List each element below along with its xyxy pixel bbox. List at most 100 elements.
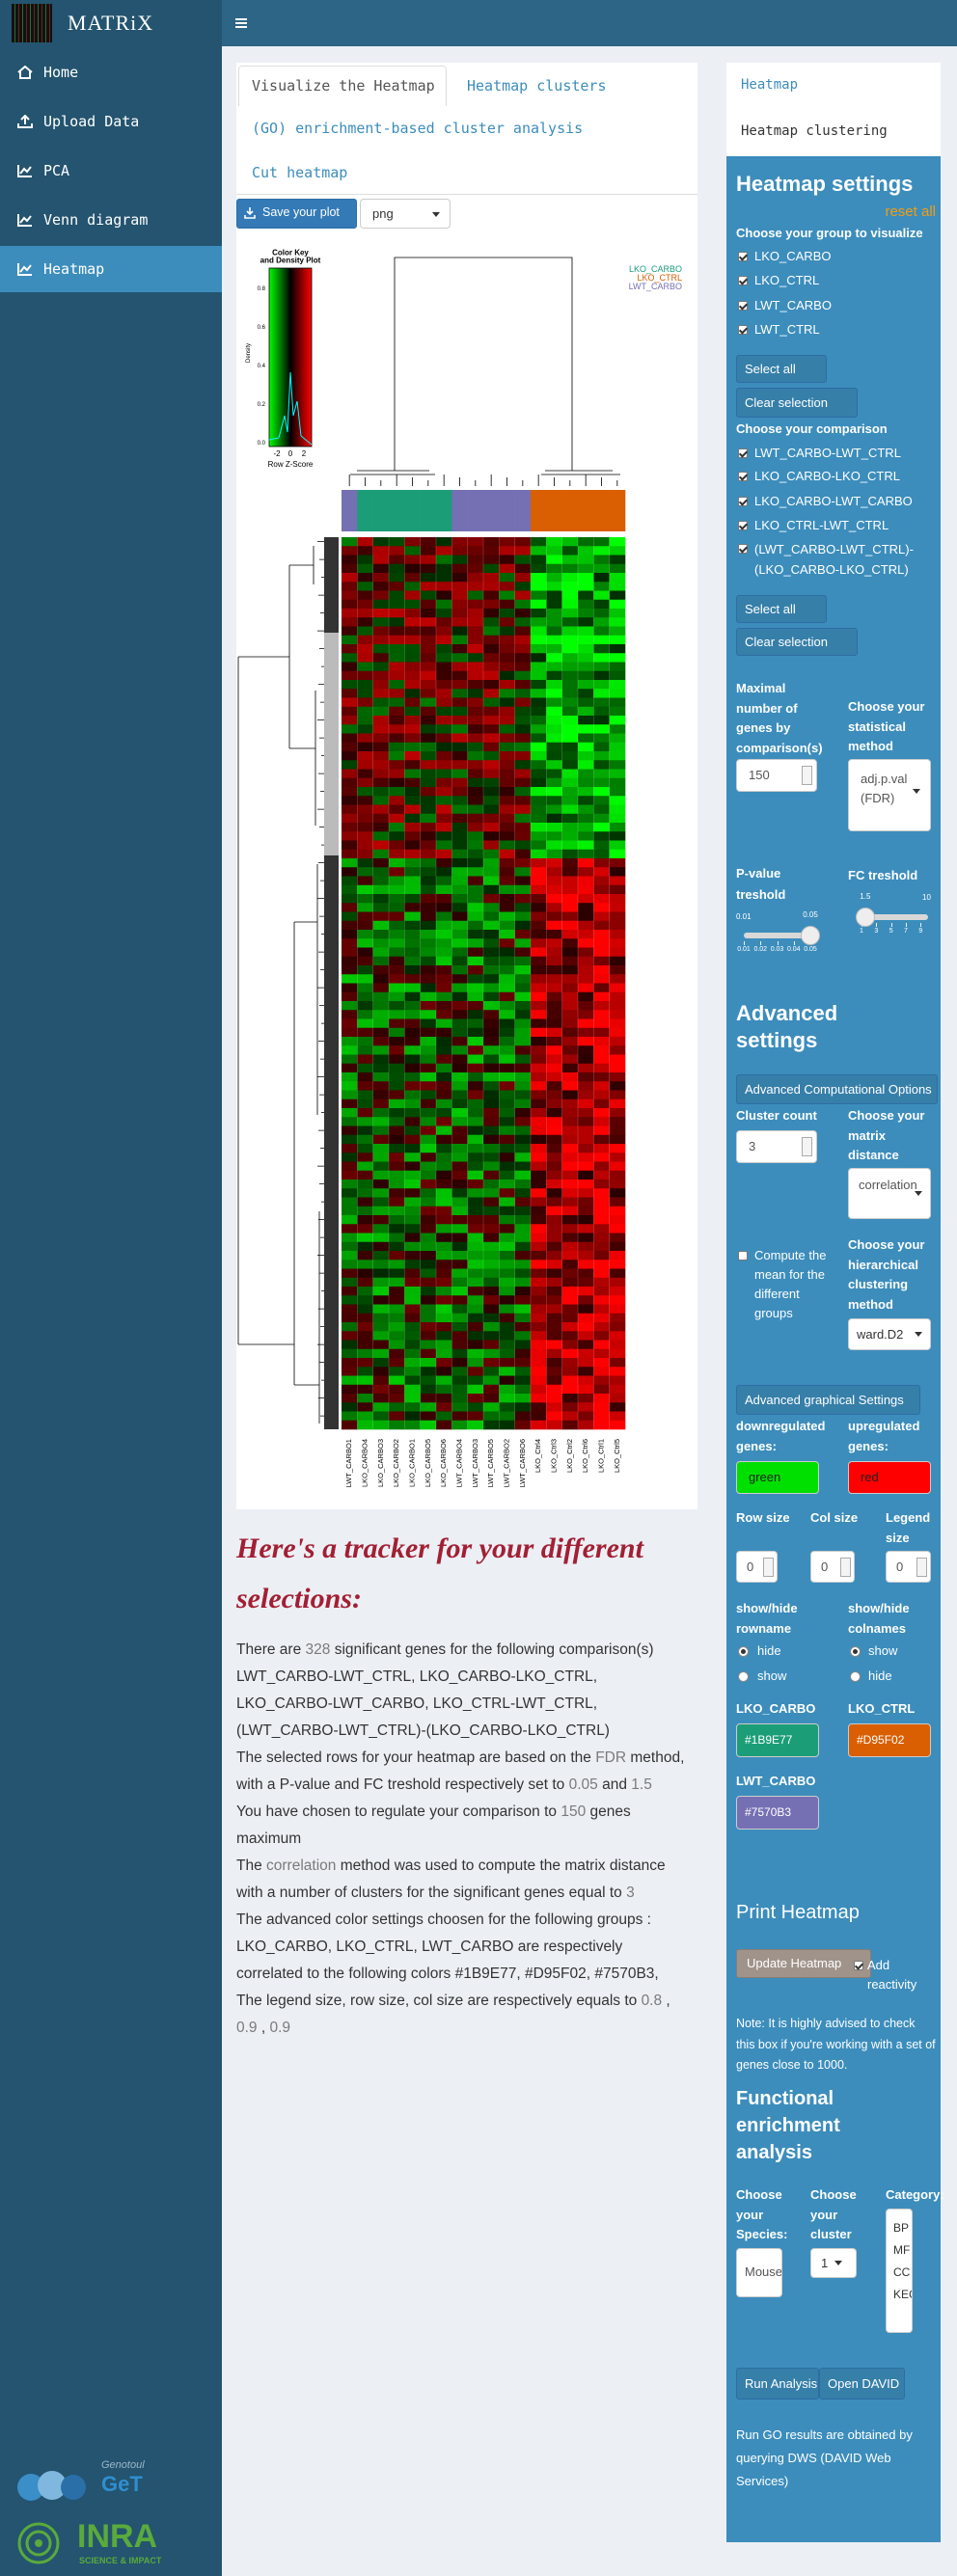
heatmap-cell <box>389 599 405 610</box>
sidebar-toggle[interactable] <box>235 17 247 29</box>
checkbox[interactable] <box>738 544 748 554</box>
color-input[interactable]: #D95F02 <box>848 1723 931 1757</box>
heatmap-cell <box>514 1090 532 1100</box>
clear-selection-button[interactable]: Clear selection <box>736 388 858 418</box>
heatmap-cell <box>578 1197 594 1207</box>
active-tab[interactable] <box>238 66 447 106</box>
radio[interactable] <box>850 1671 861 1682</box>
color-input[interactable]: #1B9E77 <box>736 1723 819 1757</box>
heatmap-cell <box>609 1411 626 1422</box>
heatmap-cell <box>483 1358 500 1368</box>
spinner[interactable] <box>840 1558 851 1577</box>
heatmap-cell <box>389 1277 405 1288</box>
heatmap-cell <box>531 1018 547 1029</box>
radio[interactable] <box>738 1671 749 1682</box>
menu-item[interactable]: Venn diagram <box>43 211 149 229</box>
run-button[interactable]: Run Analysis <box>736 2368 819 2400</box>
list-option[interactable]: MF <box>893 2243 911 2257</box>
checkbox[interactable] <box>738 252 748 261</box>
checkbox[interactable] <box>738 448 748 458</box>
update-button[interactable]: Update Heatmap <box>736 1949 871 1978</box>
heatmap-cell <box>546 1233 562 1243</box>
reset-link[interactable]: reset all <box>885 203 936 220</box>
heatmap-cell <box>467 947 484 958</box>
color-input[interactable]: #7570B3 <box>736 1796 819 1830</box>
spinner[interactable] <box>802 1137 812 1156</box>
checkbox[interactable] <box>738 276 748 285</box>
heatmap-cell <box>342 991 358 1002</box>
advanced-computational-button[interactable]: Advanced Computational Options <box>736 1074 938 1104</box>
paragraph: You have chosen to regulate your compari… <box>236 1799 692 1853</box>
number-input[interactable]: 0 <box>886 1551 931 1583</box>
checkbox[interactable] <box>738 301 748 311</box>
checkbox[interactable] <box>738 497 748 506</box>
number-input[interactable]: 0 <box>736 1551 778 1583</box>
heatmap-cell <box>372 1260 390 1269</box>
down-color-input[interactable]: green <box>736 1461 819 1494</box>
slider-handle[interactable] <box>855 908 875 927</box>
heatmap-cell <box>499 1037 515 1046</box>
tab[interactable]: (GO) enrichment-based cluster analysis <box>252 120 584 137</box>
heatmap-cell <box>609 1348 626 1359</box>
number-input[interactable]: 3 <box>736 1130 817 1163</box>
list-option[interactable]: BP <box>893 2221 910 2235</box>
heatmap-cell <box>372 911 390 922</box>
checkbox[interactable] <box>738 1251 748 1261</box>
checkbox[interactable] <box>854 1961 863 1970</box>
method-select[interactable]: adj.p.val (FDR) <box>848 759 931 831</box>
tab[interactable]: Cut heatmap <box>252 164 348 181</box>
slider-handle[interactable] <box>801 926 820 945</box>
heatmap-cell <box>389 1268 405 1279</box>
radio[interactable] <box>738 1646 749 1657</box>
cluster-select[interactable]: 1 <box>810 2248 857 2278</box>
distance-select[interactable]: correlation <box>848 1168 931 1219</box>
advanced-graphical-button[interactable]: Advanced graphical Settings <box>736 1385 920 1415</box>
radio[interactable] <box>850 1646 861 1657</box>
brand[interactable]: MATRiX <box>68 11 154 35</box>
heatmap-cell <box>451 1358 468 1368</box>
spinner[interactable] <box>916 1558 927 1577</box>
tab[interactable]: Heatmap <box>741 77 799 93</box>
paragraph: The legend size, row size, col size are … <box>236 1988 692 2042</box>
heatmap-cell <box>436 635 452 645</box>
checkbox[interactable] <box>738 472 748 481</box>
heatmap-cell <box>420 1117 437 1126</box>
heatmap-cell <box>372 697 390 708</box>
slider-track[interactable] <box>744 933 810 938</box>
up-color-input[interactable]: red <box>848 1461 931 1494</box>
number-input[interactable]: 150 <box>736 759 817 792</box>
heatmap-cell <box>342 1161 358 1172</box>
format-select[interactable]: png <box>360 199 451 229</box>
checkbox[interactable] <box>738 521 748 530</box>
tab[interactable]: Heatmap clustering <box>741 123 888 139</box>
heatmap-cell <box>467 1287 484 1296</box>
list-option[interactable]: CC <box>893 2265 911 2279</box>
heatmap-cell <box>499 670 515 681</box>
tab[interactable]: Visualize the Heatmap <box>252 77 435 95</box>
select-all-button[interactable]: Select all <box>736 355 827 383</box>
menu-item[interactable]: Upload Data <box>43 113 140 130</box>
spinner[interactable] <box>763 1558 774 1577</box>
heatmap-cell <box>436 1027 452 1038</box>
checkbox[interactable] <box>738 325 748 335</box>
save-button[interactable]: Save your plot <box>236 199 357 229</box>
heatmap-cell <box>483 769 500 779</box>
heatmap-cell <box>342 840 358 851</box>
species-select[interactable]: Mouse <box>736 2248 782 2297</box>
heatmap-cell <box>342 1072 358 1082</box>
category-list[interactable]: BP MF CC KEGG <box>886 2209 913 2333</box>
spinner[interactable] <box>802 766 812 785</box>
slider-track[interactable] <box>861 914 928 920</box>
tab[interactable]: Heatmap clusters <box>467 77 607 95</box>
select-all-button[interactable]: Select all <box>736 595 827 623</box>
menu-item[interactable]: Home <box>43 64 79 81</box>
menu-item[interactable]: Heatmap <box>43 260 105 278</box>
heatmap-cell <box>404 1170 421 1180</box>
david-button[interactable]: Open DAVID <box>819 2368 905 2400</box>
clear-selection-button[interactable]: Clear selection <box>736 628 858 656</box>
list-option[interactable]: KEGG <box>893 2288 912 2301</box>
menu-item[interactable]: PCA <box>43 162 70 179</box>
heatmap-cell <box>404 1358 421 1368</box>
hclust-select[interactable]: ward.D2 <box>848 1318 931 1350</box>
number-input[interactable]: 0 <box>810 1551 855 1583</box>
